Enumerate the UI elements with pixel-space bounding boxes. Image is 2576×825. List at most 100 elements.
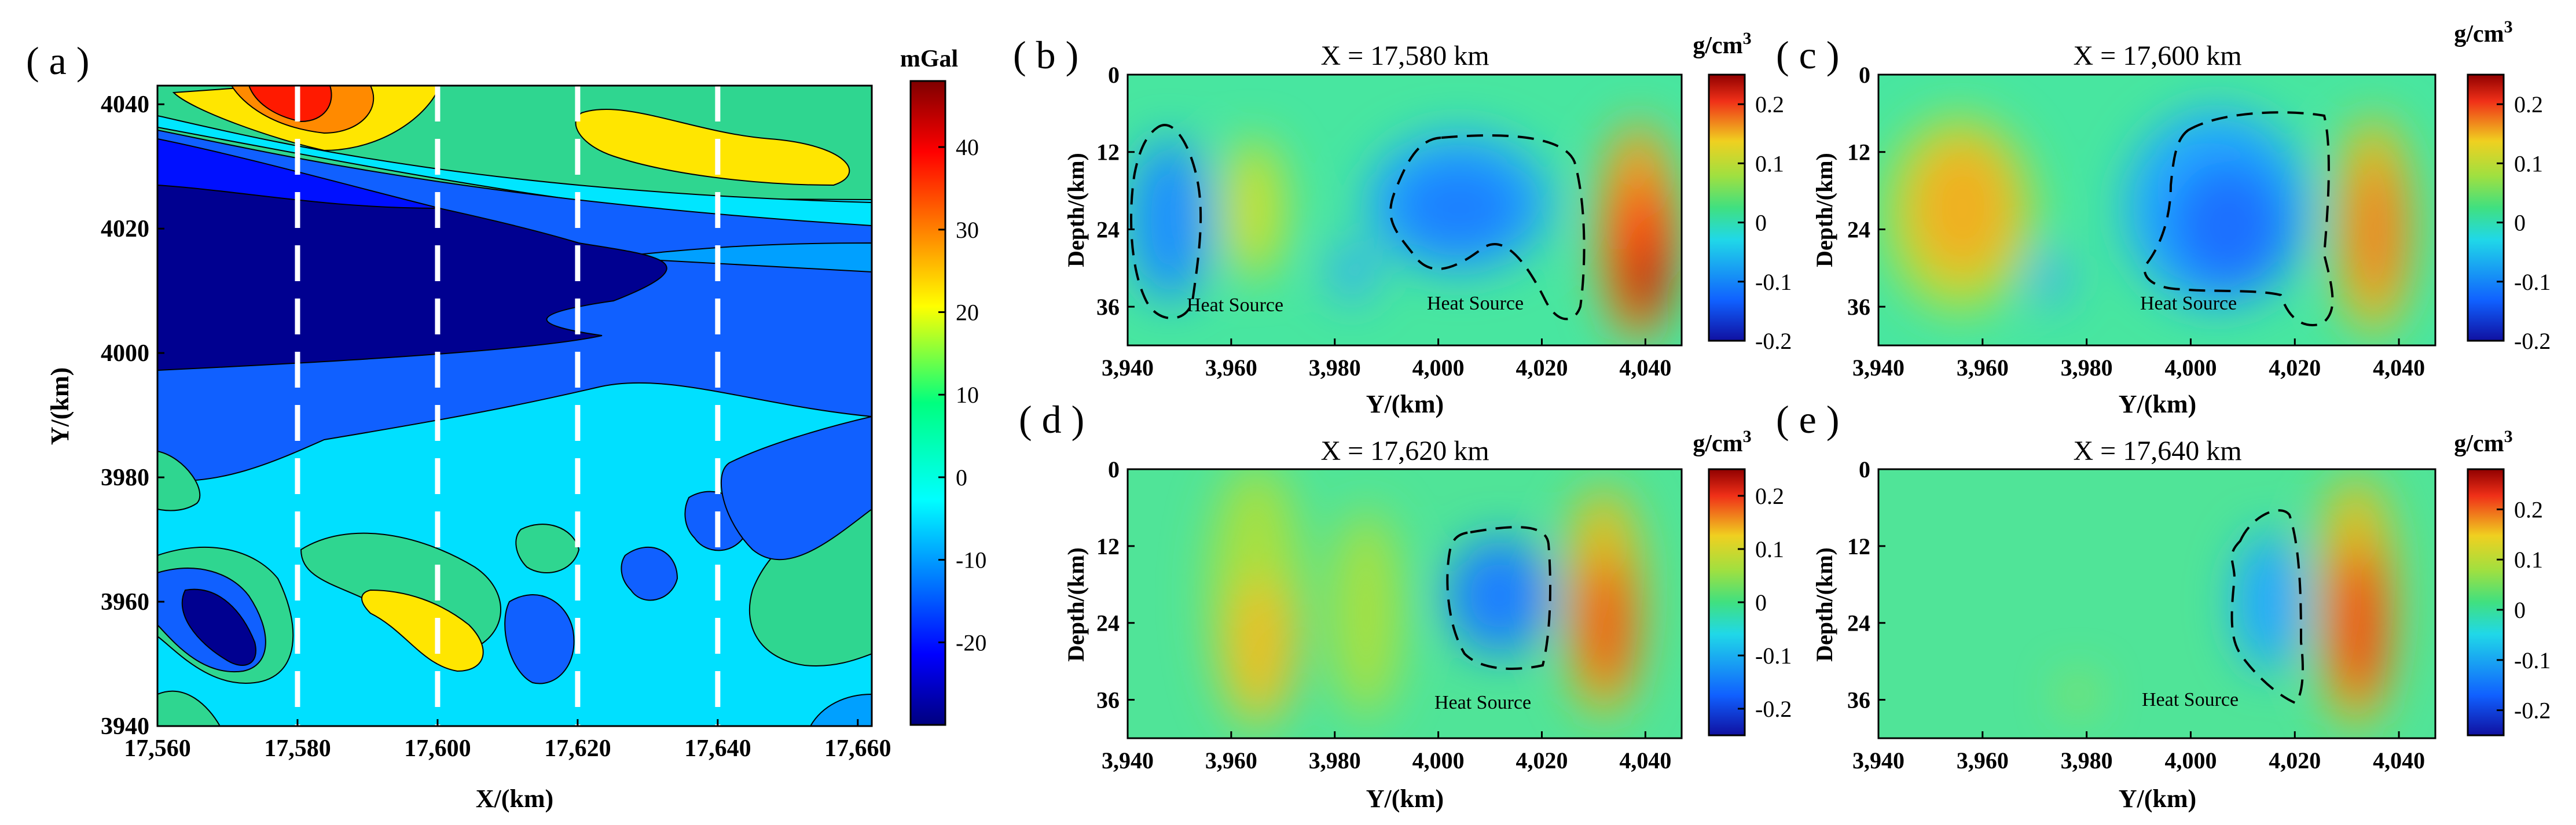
panel-c-xlabel: Y/(km) xyxy=(2119,390,2196,418)
colorbar-tick-label: -0.2 xyxy=(1755,328,1792,354)
panel-d-colorbar-ticks: 0.2 0.1 0 -0.1 -0.2 xyxy=(1738,483,1792,722)
y-tick-label: 3940 xyxy=(101,713,149,740)
profile-lines xyxy=(295,86,721,726)
panel-b-annotation-1: Heat Source xyxy=(1187,294,1283,316)
x-tick-label: 17,620 xyxy=(544,735,611,762)
panel-c-colorbar-ticks: 0.2 0.1 0 -0.1 -0.2 xyxy=(2497,91,2551,354)
colorbar-tick-label: -0.1 xyxy=(2514,269,2551,295)
y-tick-label: 12 xyxy=(1096,139,1120,165)
colorbar-tick-label: -20 xyxy=(956,629,986,655)
panel-c-density-field xyxy=(1878,75,2435,345)
colorbar-tick-label: 0 xyxy=(1755,590,1767,616)
y-tick-label: 12 xyxy=(1847,139,1870,165)
panel-e-annotation-1: Heat Source xyxy=(2142,689,2239,710)
y-tick-label: 0 xyxy=(1108,456,1120,483)
y-tick-label: 12 xyxy=(1847,533,1870,559)
x-tick-label: 4,020 xyxy=(2269,355,2321,381)
colorbar-tick-label: 30 xyxy=(956,217,979,243)
colorbar-tick-label: 0.1 xyxy=(1755,536,1784,562)
panel-c-label: ( c ) xyxy=(1776,33,1839,77)
colorbar-tick-label: 0 xyxy=(956,465,967,491)
x-tick-label: 3,960 xyxy=(1957,355,2009,381)
y-tick-label: 3960 xyxy=(101,589,149,616)
colorbar-tick-label: -0.1 xyxy=(1755,643,1792,669)
x-tick-label: 3,960 xyxy=(1957,747,2009,774)
x-tick-label: 17,660 xyxy=(824,735,891,762)
y-tick-label: 24 xyxy=(1847,610,1870,636)
x-tick-label: 3,980 xyxy=(2061,355,2113,381)
panel-e-ylabel: Depth/(km) xyxy=(1811,547,1837,662)
x-tick-label: 4,020 xyxy=(1516,355,1568,381)
x-tick-label: 3,940 xyxy=(1102,355,1154,381)
panel-e-colorbar xyxy=(2467,468,2505,736)
panel-e-title: X = 17,640 km xyxy=(2073,436,2241,466)
panel-e-colorbar-ticks: 0.2 0.1 0 -0.1 -0.2 xyxy=(2497,496,2551,724)
panel-b-axes: 3,940 3,960 3,980 4,000 4,020 4,040 0 12 24 36 xyxy=(1096,62,1671,381)
x-tick-label: 3,980 xyxy=(1309,355,1361,381)
x-tick-label: 4,040 xyxy=(2373,747,2425,774)
y-tick-label: 0 xyxy=(1108,62,1120,88)
y-tick-label: 0 xyxy=(1859,62,1870,88)
panel-c-ylabel: Depth/(km) xyxy=(1811,153,1837,267)
panel-d-annotation-1: Heat Source xyxy=(1434,692,1531,713)
panel-a-xlabel: X/(km) xyxy=(476,785,553,813)
y-tick-label: 4040 xyxy=(101,91,149,118)
y-tick-label: 3980 xyxy=(101,465,149,491)
colorbar-tick-label: -0.1 xyxy=(2514,647,2551,673)
x-tick-label: 17,640 xyxy=(684,735,751,762)
x-tick-label: 3,980 xyxy=(2061,747,2113,774)
colorbar-tick-label: 0.2 xyxy=(2514,496,2543,522)
x-tick-label: 3,960 xyxy=(1205,747,1257,774)
y-tick-label: 24 xyxy=(1096,610,1120,636)
y-tick-label: 4000 xyxy=(101,340,149,367)
panel-b-ylabel: Depth/(km) xyxy=(1063,153,1089,267)
y-tick-label: 36 xyxy=(1096,687,1120,713)
panel-b-annotation-2: Heat Source xyxy=(1427,293,1524,314)
panel-a-colorbar xyxy=(909,80,946,726)
panel-e-colorbar-unit: g/cm3 xyxy=(2454,427,2512,457)
x-tick-label: 4,040 xyxy=(1619,747,1671,774)
panel-c-title: X = 17,600 km xyxy=(2073,40,2241,71)
x-tick-label: 3,940 xyxy=(1852,355,1905,381)
panel-a-axes: 17,560 17,580 17,600 17,620 17,640 17,660 3940… xyxy=(101,91,891,762)
panel-b-title: X = 17,580 km xyxy=(1320,40,1489,71)
panel-c-colorbar-unit: g/cm3 xyxy=(2454,17,2512,47)
x-tick-label: 4,020 xyxy=(2269,747,2321,774)
x-tick-label: 4,040 xyxy=(2373,355,2425,381)
panel-e-xlabel: Y/(km) xyxy=(2119,785,2196,813)
colorbar-tick-label: 0.2 xyxy=(2514,91,2543,117)
colorbar-tick-label: 0 xyxy=(1755,210,1767,236)
colorbar-tick-label: 0 xyxy=(2514,210,2526,236)
panel-b-frame xyxy=(1126,73,1683,347)
colorbar-tick-label: 0.2 xyxy=(1755,91,1784,117)
panel-a-frame xyxy=(156,84,873,727)
colorbar-tick-label: -0.1 xyxy=(1755,269,1792,295)
panel-d-xlabel: Y/(km) xyxy=(1366,785,1444,813)
x-tick-label: 4,020 xyxy=(1516,747,1568,774)
panel-a-label: ( a ) xyxy=(26,39,89,83)
panel-d: ( d ) X = 17,620 km Heat Source 3,940 3,9… xyxy=(1019,397,1792,813)
panel-e-label: ( e ) xyxy=(1776,397,1839,441)
panel-b-colorbar-unit: g/cm3 xyxy=(1693,29,1751,59)
y-tick-label: 0 xyxy=(1859,456,1870,483)
panel-e: ( e ) X = 17,640 km Heat Source 3,940 3,9… xyxy=(1776,397,2551,813)
colorbar-tick-label: 40 xyxy=(956,134,979,160)
panel-a: ( a ) xyxy=(26,39,986,813)
colorbar-tick-label: 0.2 xyxy=(1755,483,1784,509)
panel-d-colorbar-unit: g/cm3 xyxy=(1693,427,1751,457)
x-tick-label: 4,000 xyxy=(2164,355,2217,381)
x-tick-label: 3,940 xyxy=(1852,747,1905,774)
panel-d-frame xyxy=(1126,468,1683,739)
panel-d-ylabel: Depth/(km) xyxy=(1063,547,1089,662)
panel-b-xlabel: Y/(km) xyxy=(1366,390,1444,418)
colorbar-tick-label: -0.2 xyxy=(2514,328,2551,354)
colorbar-tick-label: 20 xyxy=(956,300,979,326)
panel-a-colorbar-unit: mGal xyxy=(900,46,958,72)
panel-e-frame xyxy=(1877,468,2436,739)
colorbar-tick-label: 0.1 xyxy=(2514,150,2543,176)
panel-c-colorbar xyxy=(2467,73,2505,342)
panel-b-colorbar-ticks: 0.2 0.1 0 -0.1 -0.2 xyxy=(1738,91,1792,354)
panel-c: ( c ) X = 17,600 km Heat Source 3,940 3,9… xyxy=(1776,17,2551,418)
x-tick-label: 17,600 xyxy=(404,735,471,762)
